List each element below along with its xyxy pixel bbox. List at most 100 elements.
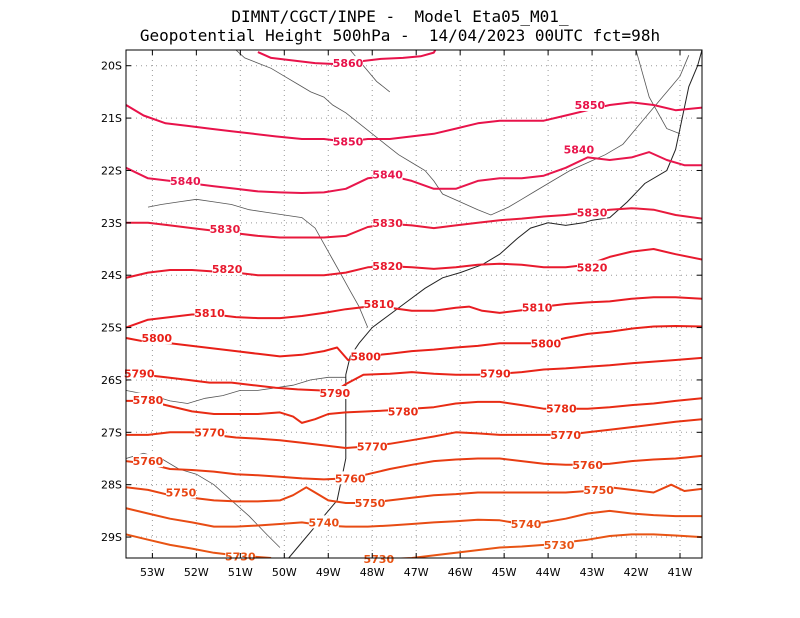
x-tick-label: 47W <box>404 566 429 579</box>
contour-label-bg <box>577 260 608 274</box>
contour-5800 <box>126 325 702 361</box>
contour-label-bg <box>308 515 339 529</box>
contour-label: 5830 <box>210 223 241 236</box>
contour-label-bg <box>480 366 511 380</box>
contour-label-bg <box>522 300 553 314</box>
contour-label: 5840 <box>170 175 201 188</box>
y-tick-label: 20S <box>101 60 122 73</box>
contour-label: 5750 <box>166 487 197 500</box>
contour-label-bg <box>372 258 403 272</box>
y-tick-label: 21S <box>101 112 122 125</box>
contour-label-bg <box>335 471 366 485</box>
contour-label: 5780 <box>133 394 164 407</box>
contour-label: 5810 <box>194 307 225 320</box>
contour-label: 5750 <box>583 484 614 497</box>
x-tick-label: 43W <box>580 566 605 579</box>
contour-label: 5830 <box>577 206 608 219</box>
contour-label-bg <box>388 404 419 418</box>
contour-label-bg <box>372 167 403 181</box>
x-tick-label: 52W <box>184 566 209 579</box>
contour-label-bg <box>132 454 163 468</box>
contour-label-bg <box>194 425 225 439</box>
contour-label-bg <box>530 336 561 350</box>
contour-label-bg <box>544 537 575 551</box>
contour-label-bg <box>550 427 581 441</box>
contour-labels: 5860 5850 5850 5840 5840 5840 5830 5830 5830 5820… <box>124 56 614 566</box>
contour-label: 5790 <box>124 368 155 381</box>
map-background <box>126 50 702 558</box>
x-tick-label: 48W <box>360 566 385 579</box>
contour-label-bg <box>363 297 394 310</box>
contour-label: 5760 <box>572 459 603 472</box>
map-title-line2: Geopotential Height 500hPa - 14/04/2023 … <box>139 26 661 45</box>
contour-label-bg <box>572 457 603 471</box>
y-tick-label: 23S <box>101 217 122 230</box>
contour-label: 5860 <box>333 57 364 70</box>
contour-label-bg <box>319 386 350 400</box>
contour-label-bg <box>209 222 240 236</box>
contour-label: 5820 <box>372 260 403 273</box>
contour-label-bg <box>574 97 605 111</box>
state-border <box>235 50 690 216</box>
contour-label: 5730 <box>364 553 395 566</box>
coastline-segment <box>288 50 702 558</box>
contour-label-bg <box>577 205 608 219</box>
x-tick-label: 51W <box>228 566 253 579</box>
x-tick-label: 49W <box>316 566 341 579</box>
x-tick-label: 44W <box>536 566 561 579</box>
contour-label-bg <box>333 56 364 70</box>
contour-label-bg <box>170 173 201 187</box>
contour-label: 5820 <box>577 261 608 274</box>
contour-label-bg <box>357 439 388 453</box>
contour-label-bg <box>124 366 155 380</box>
state-border <box>635 50 681 135</box>
x-tick-label: 50W <box>272 566 297 579</box>
contour-label-bg <box>363 552 394 566</box>
contour-label: 5780 <box>388 405 419 418</box>
contour-label: 5790 <box>320 387 351 400</box>
x-tick-label: 46W <box>448 566 473 579</box>
contour-5810 <box>126 296 702 329</box>
contour-label-bg <box>563 142 594 156</box>
y-tick-label: 22S <box>101 164 122 177</box>
contour-label: 5810 <box>522 302 553 315</box>
contour-label: 5760 <box>335 472 366 485</box>
y-tick-label: 26S <box>101 374 122 387</box>
map-title-line1: DIMNT/CGCT/INPE - Model Eta05_M01_ <box>231 7 569 26</box>
contour-label: 5820 <box>212 263 243 276</box>
map-frame <box>125 49 703 559</box>
contour-5840 <box>126 151 702 194</box>
contour-label-bg <box>583 482 614 496</box>
contour-label-bg <box>546 401 577 415</box>
state-border <box>147 198 369 328</box>
contour-label: 5850 <box>575 99 606 112</box>
y-tick-label: 25S <box>101 322 122 335</box>
contour-label-bg <box>212 261 243 275</box>
contour-label: 5740 <box>511 518 542 531</box>
contour-label-bg <box>511 516 542 530</box>
contour-label-bg <box>165 485 196 499</box>
contour-label: 5800 <box>141 332 172 345</box>
y-tick-label: 27S <box>101 426 122 439</box>
axis-ticks: 53W 52W 51W 50W 49W 48W 47W 46W 45W 44W 43W 42W 41W 2… <box>101 50 702 579</box>
contour-label: 5780 <box>546 403 577 416</box>
contour-5730 <box>389 533 702 558</box>
contour-label: 5740 <box>309 516 340 529</box>
x-tick-label: 42W <box>624 566 649 579</box>
contour-5740 <box>126 507 702 528</box>
contour-label-bg <box>132 392 163 406</box>
contour-label: 5760 <box>133 455 164 468</box>
contour-label: 5800 <box>350 350 381 363</box>
contour-label: 5750 <box>355 497 386 510</box>
contour-label: 5770 <box>194 426 225 439</box>
contour-5790 <box>126 356 702 394</box>
contour-label: 5810 <box>364 298 395 311</box>
contour-label: 5840 <box>564 144 595 157</box>
x-tick-label: 53W <box>140 566 165 579</box>
contour-label-bg <box>141 331 172 345</box>
contour-label-bg <box>355 496 386 510</box>
x-tick-label: 45W <box>492 566 517 579</box>
contour-label: 5830 <box>372 217 403 230</box>
contour-label-bg <box>372 215 403 229</box>
contour-label-bg <box>333 134 364 148</box>
